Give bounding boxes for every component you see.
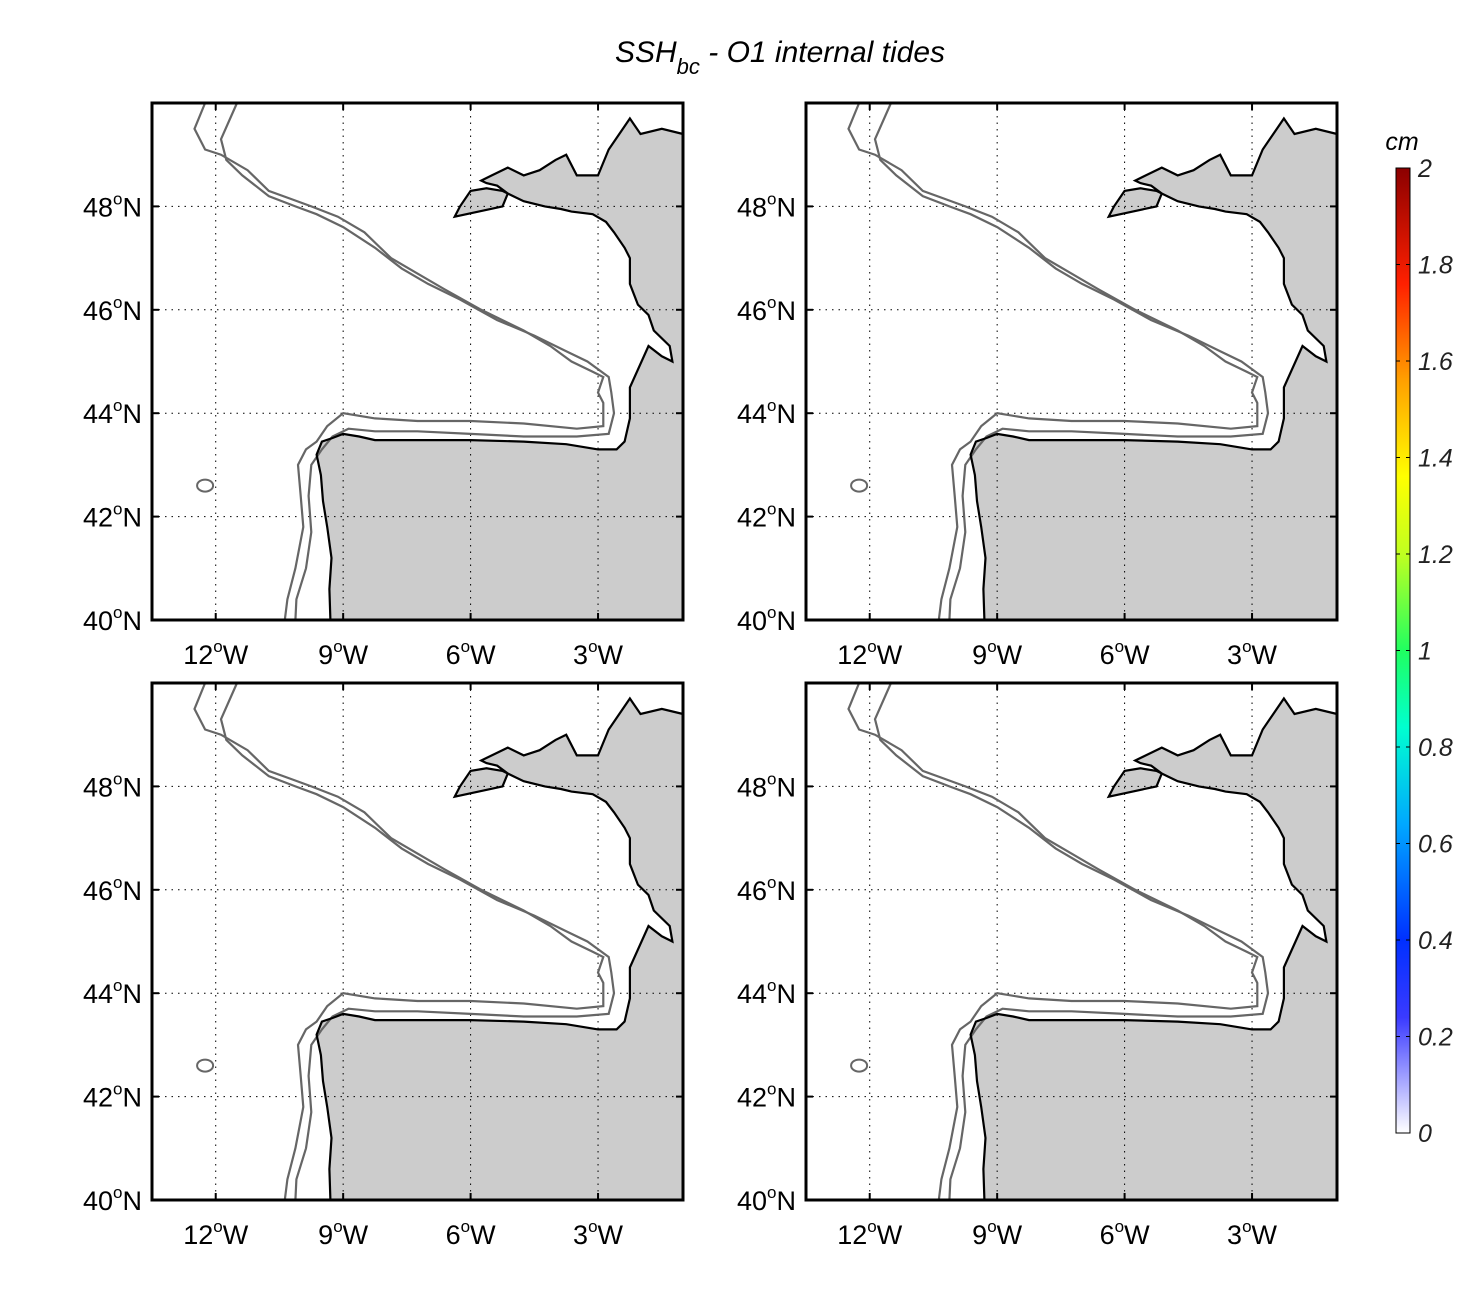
lat-tick-label: 40oN <box>737 603 796 636</box>
lat-tick-label: 44oN <box>737 396 796 429</box>
lon-tick-label: 9oW <box>318 1217 369 1250</box>
lat-tick-label: 48oN <box>737 189 796 222</box>
lat-tick-label: 44oN <box>737 976 796 1009</box>
land-area <box>970 118 1337 620</box>
lon-tick-label: 6oW <box>1100 1217 1151 1250</box>
colorbar-tick-label: 1.8 <box>1418 252 1453 280</box>
colorbar: cm 0 0.2 0.4 0.6 0.8 1 1.2 1.4 1.6 1.8 2 <box>1385 128 1453 1148</box>
coastline <box>315 116 684 621</box>
lat-tick-label: 40oN <box>737 1183 796 1216</box>
lon-tick-label: 12oW <box>183 1217 249 1250</box>
seamount-contour <box>196 478 215 493</box>
colorbar-tick-label: 1.2 <box>1418 541 1453 569</box>
lon-tick-label: 12oW <box>183 637 249 670</box>
seamount-contour <box>850 478 869 493</box>
lon-tick-label: 3oW <box>1227 637 1278 670</box>
seamount-contour <box>850 1058 869 1073</box>
isobath-contour <box>193 682 605 1201</box>
isobath-contour <box>193 102 605 621</box>
map-panel-1: 40oN 42oN 44oN 46oN 48oN 12oW 9oW 6oW 3oW <box>83 101 685 670</box>
lat-tick-label: 48oN <box>83 769 142 802</box>
colorbar-ticks: 0 0.2 0.4 0.6 0.8 1 1.2 1.4 1.6 1.8 2 <box>1396 155 1453 1148</box>
lon-tick-label: 6oW <box>446 637 497 670</box>
colorbar-tick-label: 1.4 <box>1418 445 1453 473</box>
lat-tick-label: 44oN <box>83 976 142 1009</box>
seamount-contour <box>196 1058 215 1073</box>
lon-tick-label: 12oW <box>837 637 903 670</box>
lon-tick-label: 3oW <box>573 1217 624 1250</box>
lat-tick-label: 40oN <box>83 1183 142 1216</box>
map-frame <box>804 681 1339 1202</box>
isobath-contour <box>847 682 1259 1201</box>
lat-tick-label: 40oN <box>83 603 142 636</box>
lat-tick-label: 46oN <box>737 873 796 906</box>
lon-tick-label: 6oW <box>1100 637 1151 670</box>
lat-tick-label: 42oN <box>737 500 796 533</box>
map-frame <box>150 101 685 622</box>
lon-tick-label: 3oW <box>573 637 624 670</box>
land-area <box>970 698 1337 1200</box>
coastline <box>969 116 1338 621</box>
lon-tick-label: 9oW <box>318 637 369 670</box>
lat-tick-label: 48oN <box>737 769 796 802</box>
coastline <box>969 696 1338 1201</box>
lat-tick-label: 42oN <box>83 500 142 533</box>
map-frame <box>150 681 685 1202</box>
lat-tick-label: 46oN <box>83 873 142 906</box>
lat-tick-label: 46oN <box>83 293 142 326</box>
map-panel-2: 40oN 42oN 44oN 46oN 48oN 12oW 9oW 6oW 3oW <box>737 101 1339 670</box>
lat-tick-label: 42oN <box>737 1080 796 1113</box>
lon-tick-label: 9oW <box>972 637 1023 670</box>
coastline <box>315 696 684 1201</box>
colorbar-tick-label: 2 <box>1417 155 1432 183</box>
colorbar-tick-label: 0 <box>1418 1120 1432 1148</box>
figure-title: SSHbc - O1 internal tides <box>615 36 945 79</box>
colorbar-tick-label: 0.4 <box>1418 927 1453 955</box>
colorbar-tick-label: 1.6 <box>1418 348 1453 376</box>
land-area <box>316 118 683 620</box>
map-frame <box>804 101 1339 622</box>
map-panels: 40oN 42oN 44oN 46oN 48oN 12oW 9oW 6oW 3oW 40oN 42o… <box>83 101 1339 1250</box>
lon-tick-label: 9oW <box>972 1217 1023 1250</box>
lon-tick-label: 12oW <box>837 1217 903 1250</box>
colorbar-tick-label: 0.8 <box>1418 734 1453 762</box>
lat-tick-label: 44oN <box>83 396 142 429</box>
lon-tick-label: 6oW <box>446 1217 497 1250</box>
lat-tick-label: 42oN <box>83 1080 142 1113</box>
colorbar-tick-label: 0.6 <box>1418 831 1453 859</box>
lat-tick-label: 48oN <box>83 189 142 222</box>
isobath-contour <box>847 102 1259 621</box>
lon-tick-label: 3oW <box>1227 1217 1278 1250</box>
land-area <box>316 698 683 1200</box>
colorbar-unit: cm <box>1385 128 1418 156</box>
map-panel-3: 40oN 42oN 44oN 46oN 48oN 12oW 9oW 6oW 3oW <box>83 681 685 1250</box>
colorbar-tick-label: 0.2 <box>1418 1024 1453 1052</box>
map-panel-4: 40oN 42oN 44oN 46oN 48oN 12oW 9oW 6oW 3oW <box>737 681 1339 1250</box>
colorbar-tick-label: 1 <box>1418 638 1432 666</box>
lat-tick-label: 46oN <box>737 293 796 326</box>
